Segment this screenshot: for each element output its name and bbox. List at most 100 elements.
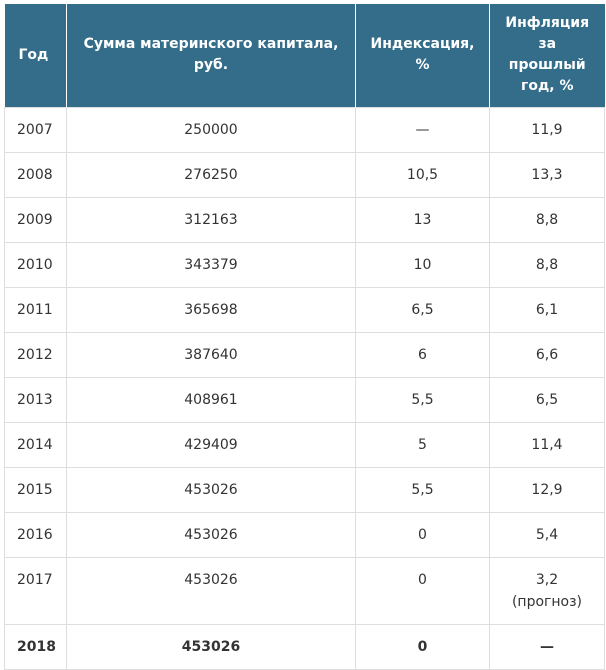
cell-text: 2017 [17,571,53,588]
table-row: 2009 312163 13 8,8 [4,196,605,243]
table-cell: 13,3 [489,151,605,198]
table-cell: 11,4 [489,421,605,468]
table-cell: 365698 [66,286,356,333]
table-cell: 276250 [66,151,356,198]
cell-text: 13 [413,211,432,228]
table-cell: 343379 [66,241,356,288]
cell-text: 12,9 [531,481,563,498]
table-cell: 5,5 [355,376,490,423]
table-body: 2007 250000 — 11,9 2008 276250 10,5 13,3 2009 312… [4,106,605,670]
cell-text: 6,1 [535,301,559,318]
cell-text: 6,6 [535,346,559,363]
cell-text: 0 [418,571,427,588]
cell-text: 250000 [184,121,238,138]
cell-text: 0 [418,526,427,543]
table-cell: 2007 [4,106,67,153]
cell-text: — [540,638,554,655]
table-cell: 0 [355,623,490,670]
table-cell: 2016 [4,511,67,558]
table-row: 2013 408961 5,5 6,5 [4,376,605,423]
table-cell: 0 [355,556,490,625]
table-row: 2016 453026 0 5,4 [4,511,605,558]
cell-text: 2008 [17,166,53,183]
cell-text: 3,2 [535,571,559,588]
cell-text: 8,8 [535,211,559,228]
table: Год Сумма материнского капитала, руб. Инде… [4,4,605,670]
table-cell: 453026 [66,466,356,513]
cell-text: 2007 [17,121,53,138]
table-cell: 6,1 [489,286,605,333]
table-cell: 2018 [4,623,67,670]
table-cell: 408961 [66,376,356,423]
table-cell: 6,5 [355,286,490,333]
table-cell: 6 [355,331,490,378]
cell-text: 2011 [17,301,53,318]
table-cell: 453026 [66,556,356,625]
table-row: 2015 453026 5,5 12,9 [4,466,605,513]
table-cell: — [355,106,490,153]
cell-text: 365698 [184,301,238,318]
table-cell: 2017 [4,556,67,625]
cell-text: 11,9 [531,121,563,138]
cell-text: 0 [417,638,428,655]
table-cell: 5,4 [489,511,605,558]
table-cell: 2014 [4,421,67,468]
table-cell: 0 [355,511,490,558]
cell-text: 408961 [184,391,238,408]
table-cell: 6,6 [489,331,605,378]
cell-text: 453026 [184,571,238,588]
cell-text: 453026 [184,526,238,543]
table-row: 2007 250000 — 11,9 [4,106,605,153]
header-cell: Инфляция за прошлый год, % [489,4,605,107]
table-row: 2011 365698 6,5 6,1 [4,286,605,333]
cell-text: 2012 [17,346,53,363]
table-cell: 387640 [66,331,356,378]
table-cell: 8,8 [489,241,605,288]
header-row: Год Сумма материнского капитала, руб. Инде… [4,4,605,107]
cell-text: 8,8 [535,256,559,273]
table-row: 2018 453026 0 — [4,623,605,670]
table-row: 2014 429409 5 11,4 [4,421,605,468]
cell-text: 2009 [17,211,53,228]
cell-text: 387640 [184,346,238,363]
cell-text: 2014 [17,436,53,453]
table-row: 2008 276250 10,5 13,3 [4,151,605,198]
header-cell: Сумма материнского капитала, руб. [66,4,356,107]
header-cell: Год [4,4,67,107]
cell-text: 343379 [184,256,238,273]
table-cell: 8,8 [489,196,605,243]
cell-text: 10 [413,256,432,273]
table-cell: 3,2 (прогноз) [489,556,605,625]
forecast-note: (прогноз) [511,593,583,610]
table-row: 2012 387640 6 6,6 [4,331,605,378]
table-cell: 10 [355,241,490,288]
table-cell: 2008 [4,151,67,198]
cell-text: 10,5 [406,166,439,183]
cell-text: 453026 [184,481,238,498]
cell-text: 5,4 [535,526,559,543]
cell-text: 5,5 [411,391,434,408]
table-cell: 429409 [66,421,356,468]
cell-text: 429409 [184,436,238,453]
cell-text: 2018 [17,638,56,655]
header-cell: Индексация, % [355,4,490,107]
table-cell: 453026 [66,511,356,558]
table-cell: 5 [355,421,490,468]
table-cell: 10,5 [355,151,490,198]
cell-text: 13,3 [531,166,563,183]
cell-text: 2013 [17,391,53,408]
cell-text: 453026 [181,638,241,655]
cell-text: 2016 [17,526,53,543]
table-cell: 312163 [66,196,356,243]
cell-text: 6,5 [535,391,559,408]
table-cell: 2010 [4,241,67,288]
table-cell: 2012 [4,331,67,378]
table-cell: 11,9 [489,106,605,153]
table-row: 2017 453026 0 3,2 (прогноз) [4,556,605,625]
cell-text: 5 [418,436,427,453]
cell-text: 2015 [17,481,53,498]
table-cell: 2009 [4,196,67,243]
table-cell: 2013 [4,376,67,423]
cell-text: 312163 [184,211,238,228]
